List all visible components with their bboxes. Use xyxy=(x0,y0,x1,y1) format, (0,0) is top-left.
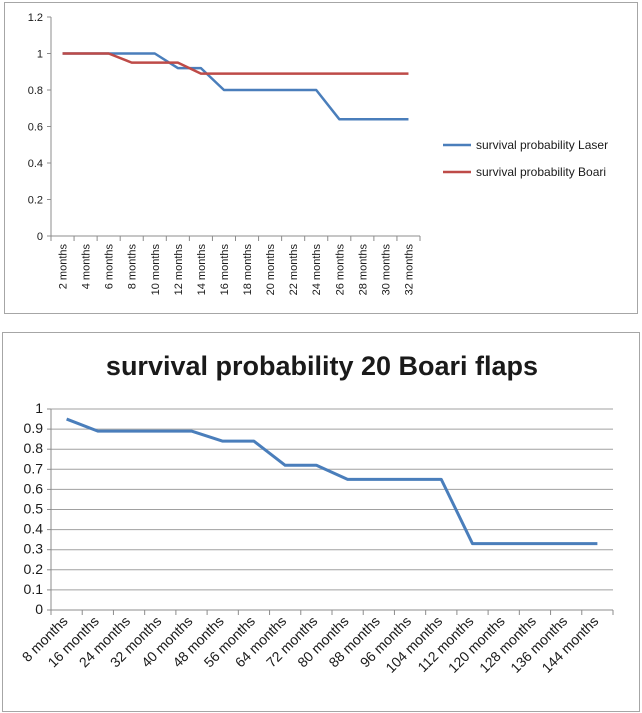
x-tick-label: 18 months xyxy=(242,244,254,296)
y-tick-label: 0 xyxy=(35,601,43,617)
x-tick-label: 30 months xyxy=(380,244,392,296)
y-tick-label: 0 xyxy=(37,231,43,243)
y-tick-label: 1 xyxy=(35,400,43,416)
chart-boari-flaps: survival probability 20 Boari flaps 0 0.1… xyxy=(2,332,640,712)
chart-boari-flaps-svg: survival probability 20 Boari flaps 0 0.1… xyxy=(19,351,614,676)
y-tick-label: 0.8 xyxy=(24,440,44,456)
x-tick-label: 22 months xyxy=(288,244,300,296)
y-tick-label: 0.6 xyxy=(28,122,43,134)
x-tick-label: 2 months xyxy=(58,244,70,290)
series-line-survival-probability-laser xyxy=(62,52,409,121)
y-tick-label: 0.9 xyxy=(24,420,44,436)
x-tick-label: 12 months xyxy=(173,244,185,296)
x-tick-label: 10 months xyxy=(150,244,162,296)
y-tick-label: 1.2 xyxy=(28,12,43,24)
legend-label: survival probability Boari xyxy=(476,165,606,179)
x-tick-label: 16 months xyxy=(219,244,231,296)
y-tick-label: 0.4 xyxy=(24,521,44,537)
chart-laser-vs-boari-svg: 0 0.2 0.4 0.6 0.8 1 1.2 2 months 4 months 6 month… xyxy=(28,12,608,296)
chart-title: survival probability 20 Boari flaps xyxy=(106,351,538,381)
x-tick-label: 32 months xyxy=(403,244,415,296)
y-tick-label: 0.6 xyxy=(24,480,44,496)
x-tick-label: 28 months xyxy=(357,244,369,296)
y-tick-label: 0.2 xyxy=(24,561,44,577)
x-tick-label: 20 months xyxy=(265,244,277,296)
x-tick-label: 4 months xyxy=(81,244,93,290)
chart-laser-vs-boari: 0 0.2 0.4 0.6 0.8 1 1.2 2 months 4 months 6 month… xyxy=(4,2,638,314)
y-tick-label: 0.2 xyxy=(28,195,43,207)
x-tick-label: 24 months xyxy=(311,244,323,296)
x-tick-label: 14 months xyxy=(196,244,208,296)
x-tick-label: 8 months xyxy=(127,244,139,290)
y-tick-label: 1 xyxy=(37,49,43,61)
y-tick-label: 0.7 xyxy=(24,460,44,476)
y-tick-label: 0.5 xyxy=(24,501,44,517)
y-tick-label: 0.8 xyxy=(28,85,43,97)
legend-label: survival probability Laser xyxy=(476,138,608,152)
series-line-0 xyxy=(66,417,598,546)
series-line-survival-probability-boari xyxy=(62,52,409,75)
y-tick-label: 0.1 xyxy=(24,581,44,597)
y-tick-label: 0.3 xyxy=(24,541,44,557)
y-tick-label: 0.4 xyxy=(28,158,43,170)
x-tick-label: 6 months xyxy=(104,244,116,290)
x-tick-label: 26 months xyxy=(334,244,346,296)
